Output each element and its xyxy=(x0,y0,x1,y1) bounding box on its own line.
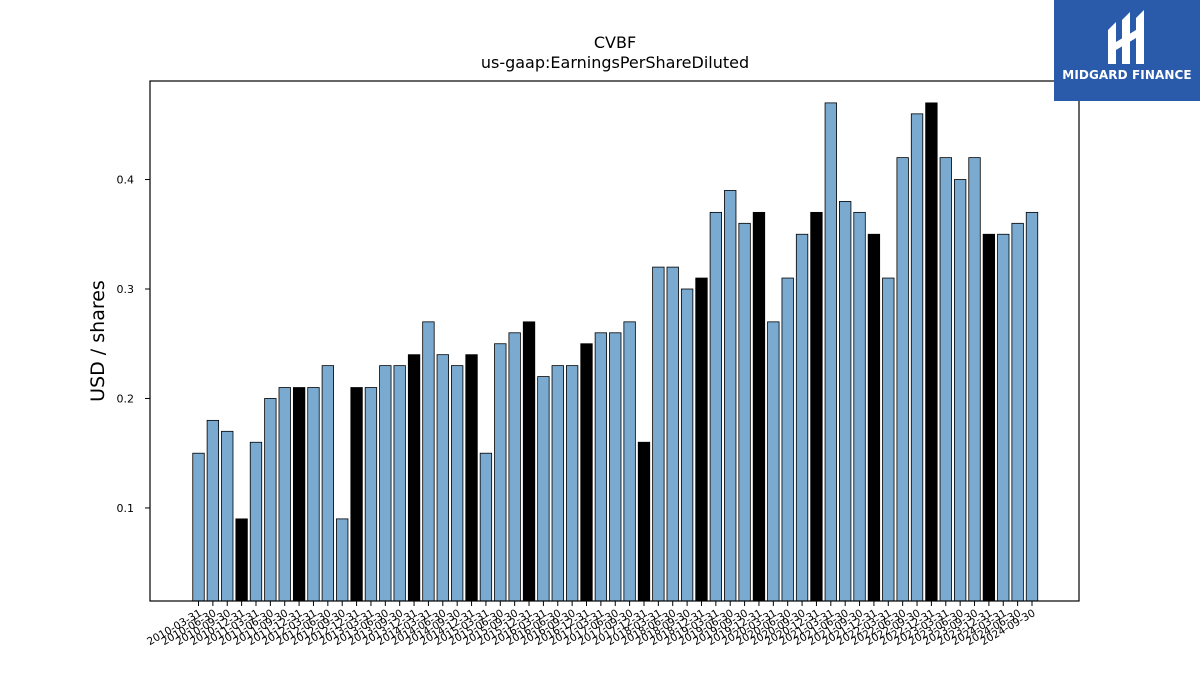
bar-2019-06-30 xyxy=(724,190,737,602)
bar-2023-03-31 xyxy=(939,157,952,602)
brand-name: MIDGARD FINANCE xyxy=(1062,68,1192,82)
bar-2023-12-31 xyxy=(982,233,996,602)
y-tick-label: 0.1 xyxy=(117,502,135,515)
bar-2020-03-31 xyxy=(767,321,780,602)
bar-2013-12-31 xyxy=(407,354,421,602)
bar-2015-12-31 xyxy=(522,321,536,602)
bars-group xyxy=(192,102,1039,602)
bar-2013-03-31 xyxy=(364,387,378,602)
plot-frame xyxy=(149,80,1080,602)
bar-2021-12-31 xyxy=(867,233,881,602)
chart-title: CVBF xyxy=(594,33,636,52)
y-tick-label: 0.3 xyxy=(117,283,135,296)
bar-2015-06-30 xyxy=(494,343,507,602)
bar-2022-09-30 xyxy=(910,113,924,602)
bar-2014-06-30 xyxy=(436,354,449,602)
bar-2011-06-30 xyxy=(264,398,277,602)
bar-2011-09-30 xyxy=(278,387,291,602)
y-tick-label: 0.4 xyxy=(117,174,135,187)
y-ticks-group: 0.1 0.2 0.3 0.4 xyxy=(117,174,150,515)
bar-2020-12-31 xyxy=(810,211,823,602)
bar-2017-03-31 xyxy=(594,332,608,602)
bar-2019-09-30 xyxy=(738,222,751,602)
bar-2014-12-31 xyxy=(465,354,478,602)
bar-2011-03-31 xyxy=(249,441,263,602)
bar-2012-12-31 xyxy=(350,387,363,602)
bar-2016-12-31 xyxy=(580,343,593,602)
bar-2013-09-30 xyxy=(393,365,406,602)
y-axis-label: USD / shares xyxy=(87,280,109,402)
bar-2022-03-31 xyxy=(882,277,895,602)
bar-2018-09-30 xyxy=(680,288,694,602)
bar-2021-03-31 xyxy=(824,102,837,602)
bar-2024-06-30 xyxy=(1011,222,1024,602)
bar-2020-09-30 xyxy=(795,233,809,602)
bar-2011-12-31 xyxy=(292,387,306,602)
midgard-logo-icon xyxy=(1108,10,1144,64)
midgard-finance-logo: MIDGARD FINANCE xyxy=(1054,0,1200,101)
bar-2019-12-31 xyxy=(752,211,766,602)
bar-2022-06-30 xyxy=(896,157,909,602)
y-tick-label: 0.2 xyxy=(117,392,135,405)
bar-2024-09-30 xyxy=(1025,211,1039,602)
bar-2013-06-30 xyxy=(379,365,392,602)
bar-2016-06-30 xyxy=(551,365,564,602)
bar-2021-09-30 xyxy=(853,211,866,602)
chart-subtitle: us-gaap:EarningsPerShareDiluted xyxy=(481,53,749,72)
bar-2010-06-30 xyxy=(206,419,220,602)
bar-2014-03-31 xyxy=(422,321,435,602)
bar-2019-03-31 xyxy=(709,211,722,602)
bar-2010-12-31 xyxy=(235,518,248,602)
bar-2016-03-31 xyxy=(537,376,550,602)
bar-2010-09-30 xyxy=(221,430,234,602)
bar-2012-06-30 xyxy=(321,365,334,602)
bar-2024-03-31 xyxy=(997,233,1010,602)
bar-2018-03-31 xyxy=(652,266,665,602)
bar-2015-03-31 xyxy=(479,452,493,602)
bar-2010-03-31 xyxy=(192,452,205,602)
bar-2017-09-30 xyxy=(623,321,636,602)
bar-2016-09-30 xyxy=(565,365,579,602)
bar-2017-12-31 xyxy=(637,441,651,602)
bar-2022-12-31 xyxy=(925,102,938,602)
bar-2021-06-30 xyxy=(839,201,852,602)
bar-2014-09-30 xyxy=(451,365,464,602)
bar-2020-06-30 xyxy=(781,277,794,602)
bar-2018-06-30 xyxy=(666,266,679,602)
bar-2023-09-30 xyxy=(968,157,981,602)
bar-2017-06-30 xyxy=(609,332,622,602)
bar-2023-06-30 xyxy=(954,179,967,602)
bar-2015-09-30 xyxy=(508,332,521,602)
bar-2012-03-31 xyxy=(307,387,320,602)
x-ticks-group: 2010-03-312010-06-302010-09-302010-12-31… xyxy=(145,601,1038,648)
bar-2012-09-30 xyxy=(336,518,349,602)
bar-2018-12-31 xyxy=(695,277,708,602)
